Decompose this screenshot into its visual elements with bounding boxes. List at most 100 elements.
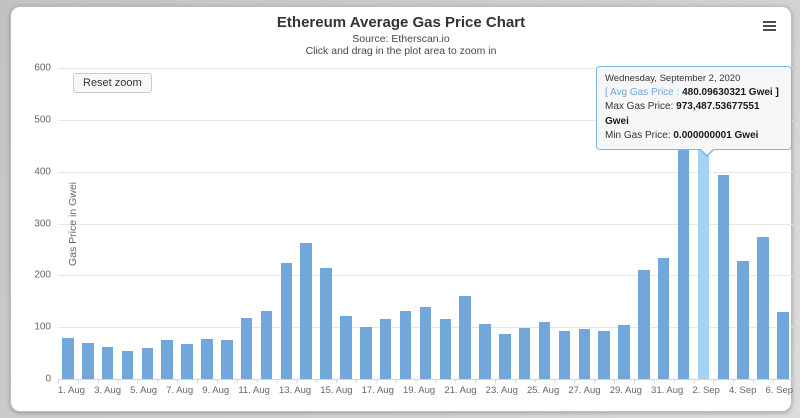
bar-slot [237,68,257,379]
bar-31-aug[interactable] [657,257,670,379]
bar-13-aug[interactable] [300,242,312,379]
x-axis-tick-label: 27. Aug [568,385,601,396]
bar-3-sep[interactable] [717,175,730,379]
bar-slot [694,68,714,379]
reset-zoom-button[interactable]: Reset zoom [73,73,152,93]
bar-slot [356,68,376,379]
x-label-slot: 13. Aug [279,385,311,396]
y-axis-tick-label: 400 [34,166,51,178]
bar-slot [753,68,773,379]
bar-18-aug[interactable] [399,310,412,379]
bar-9-aug[interactable] [221,339,233,379]
x-label-slot: 29. Aug [610,385,642,396]
bar-slot [574,68,594,379]
x-label-slot: 2. Sep [692,385,719,396]
gridline [58,223,793,225]
x-label-slot: 9. Aug [202,385,229,396]
bar-5-aug[interactable] [141,347,154,379]
x-label-slot: 23. Aug [486,385,518,396]
bar-24-aug[interactable] [518,327,531,379]
y-axis-tick-label: 500 [34,114,51,126]
chart-context-menu-button[interactable] [759,17,779,35]
bar-slot [674,68,694,379]
bar-25-aug[interactable] [538,321,551,379]
x-label-slot: 5. Aug [130,385,157,396]
x-axis-tick-label: 15. Aug [320,385,353,396]
bar-slot [396,68,416,379]
chart-subtitle-source: Source: Etherscan.io [352,33,450,45]
bar-28-aug[interactable] [598,331,610,379]
bar-15-aug[interactable] [340,315,352,379]
bar-26-aug[interactable] [558,330,571,379]
hamburger-menu-icon [762,21,776,23]
x-axis-tick-label: 4. Sep [728,385,757,396]
bar-14-aug[interactable] [320,267,332,379]
x-axis-tick-label: 21. Aug [444,385,477,396]
hamburger-menu-icon [762,29,776,31]
bar-slot [217,68,237,379]
x-label-slot: 3. Aug [94,385,121,396]
bar-11-aug[interactable] [260,310,273,379]
bar-slot [594,68,614,379]
plot-area[interactable]: 0 100 200 300 400 500 600 Gas Price in Gwei 1.… [34,63,793,397]
bar-17-aug[interactable] [379,319,392,379]
tooltip-min-line: Min Gas Price: 0.000000001 Gwei [605,130,759,142]
bar-2-aug[interactable] [82,342,94,379]
bar-16-aug[interactable] [360,326,372,379]
bar-6-sep[interactable] [777,311,789,379]
x-axis-tick-label: 7. Aug [166,385,194,396]
x-axis-tick-label: 25. Aug [527,385,560,396]
bar-1-aug[interactable] [62,337,74,379]
x-label-slot: 21. Aug [444,385,476,396]
bar-4-aug[interactable] [121,350,134,379]
bar-slot [177,68,197,379]
bar-20-aug[interactable] [439,318,452,379]
bar-3-aug[interactable] [101,347,114,379]
bar-5-sep[interactable] [757,236,769,379]
bar-10-aug[interactable] [240,317,253,379]
bar-23-aug[interactable] [499,333,511,379]
bar-slot [554,68,574,379]
bar-2-sep[interactable] [697,130,710,379]
chart-subtitle-hint: Click and drag in the plot area to zoom … [305,45,497,57]
bar-slot [634,68,654,379]
bar-8-aug[interactable] [201,338,213,379]
x-axis-tick-label: 11. Aug [238,385,270,396]
bar-4-sep[interactable] [737,260,749,379]
bar-27-aug[interactable] [578,329,591,379]
bar-12-aug[interactable] [280,263,293,379]
bar-slot [415,68,435,379]
bar-slot [376,68,396,379]
bar-slot [475,68,495,379]
x-axis-tick-label: 17. Aug [361,385,394,396]
bar-22-aug[interactable] [479,323,491,379]
tooltip: Wednesday, September 2, 2020 [ Avg Gas P… [596,66,792,157]
bar-slot [435,68,455,379]
bar-21-aug[interactable] [459,295,471,379]
bar-slot [713,68,733,379]
bar-30-aug[interactable] [638,270,650,379]
bar-7-aug[interactable] [181,343,193,379]
bar-slot [276,68,296,379]
x-axis-tick-label: 6. Sep [765,385,794,396]
bar-6-aug[interactable] [161,340,173,379]
bar-slot [515,68,535,379]
bar-1-sep[interactable] [677,145,690,379]
x-axis-ticks [58,379,793,383]
bar-slot [78,68,98,379]
bar-slot [614,68,634,379]
x-axis-tick-label: 5. Aug [130,385,158,396]
bar-29-aug[interactable] [618,325,630,379]
x-label-slot: 19. Aug [403,385,435,396]
x-axis-tick-label: 1. Aug [58,385,85,396]
x-axis-tick-label: 19. Aug [402,385,436,396]
y-axis-tick-label: 0 [45,373,51,385]
x-label-slot: 17. Aug [362,385,394,396]
x-label-slot: 1. Aug [58,385,85,396]
bar-19-aug[interactable] [419,307,432,379]
bar-slot [336,68,356,379]
bar-slot [733,68,753,379]
x-label-slot: 27. Aug [568,385,600,396]
x-axis-tick-label: 9. Aug [202,385,230,396]
y-axis-tick-label: 200 [34,269,51,281]
